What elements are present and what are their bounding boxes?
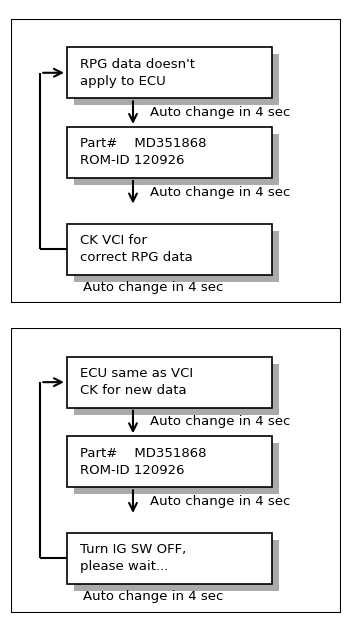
Bar (74, 540, 279, 591)
Bar (67, 127, 272, 178)
Text: Auto change in 4 sec: Auto change in 4 sec (150, 106, 290, 119)
Bar (67, 224, 272, 275)
Bar (67, 533, 272, 584)
Bar (67, 356, 272, 408)
Text: CK VCI for
correct RPG data: CK VCI for correct RPG data (80, 234, 193, 264)
Text: Auto change in 4 sec: Auto change in 4 sec (150, 495, 290, 508)
Text: Auto change in 4 sec: Auto change in 4 sec (83, 591, 224, 603)
Bar (74, 443, 279, 494)
Text: RPG data doesn't
apply to ECU: RPG data doesn't apply to ECU (80, 58, 195, 88)
Text: Turn IG SW OFF,
please wait...: Turn IG SW OFF, please wait... (80, 544, 186, 574)
Bar (74, 134, 279, 185)
Text: Part#    MD351868
ROM-ID 120926: Part# MD351868 ROM-ID 120926 (80, 138, 207, 168)
Text: Auto change in 4 sec: Auto change in 4 sec (150, 416, 290, 429)
Bar (67, 47, 272, 98)
Bar (74, 54, 279, 106)
Bar (67, 436, 272, 488)
Bar (74, 364, 279, 415)
Bar (74, 231, 279, 282)
Text: ECU same as VCI
CK for new data: ECU same as VCI CK for new data (80, 367, 193, 397)
Text: Auto change in 4 sec: Auto change in 4 sec (83, 281, 224, 294)
Text: Part#    MD351868
ROM-ID 120926: Part# MD351868 ROM-ID 120926 (80, 447, 207, 477)
Text: Auto change in 4 sec: Auto change in 4 sec (150, 186, 290, 199)
